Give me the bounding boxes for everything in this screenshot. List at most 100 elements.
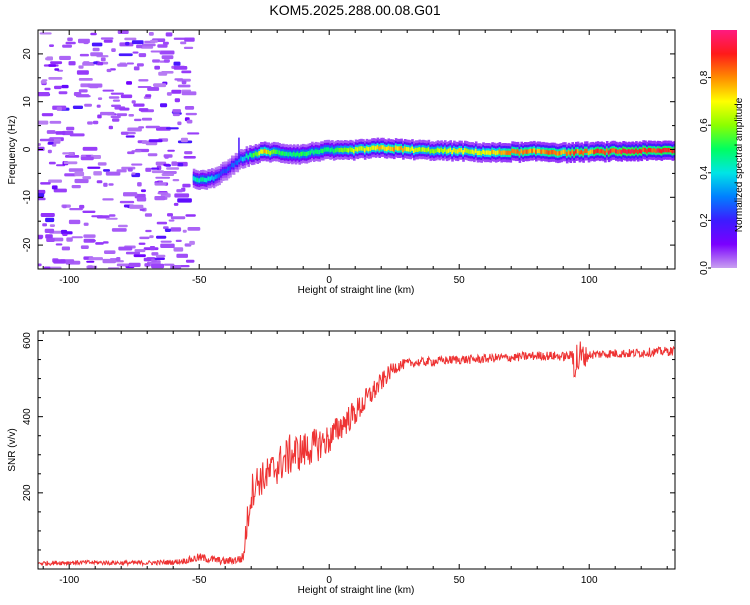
spectrogram-ridge-cell bbox=[254, 151, 258, 156]
spectrogram-ridge-cell bbox=[378, 146, 381, 151]
spectrogram-ridge-cell bbox=[598, 149, 602, 154]
spectrogram-noise-cell bbox=[47, 266, 62, 269]
spectrogram-ridge-cell bbox=[444, 147, 447, 152]
spectrogram-noise-cell bbox=[134, 118, 142, 122]
spectrogram-ridge-cell bbox=[456, 149, 460, 154]
spectrogram-x-tick-label: 50 bbox=[454, 275, 466, 286]
spectrogram-noise-cell bbox=[133, 103, 145, 107]
spectrogram-ridge-cell bbox=[494, 150, 498, 156]
spectrogram-noise-cell bbox=[97, 114, 102, 119]
spectrogram-ridge-cell bbox=[232, 163, 236, 168]
spectrogram-noise-cell bbox=[82, 210, 96, 213]
spectrogram-noise-cell bbox=[118, 224, 128, 228]
spectrogram-noise-cell bbox=[177, 121, 182, 126]
spectrogram-noise-cell bbox=[38, 189, 46, 194]
spectrogram-ridge-cell bbox=[241, 157, 245, 162]
spectrogram-noise-cell bbox=[111, 228, 127, 232]
spectrogram-ridge-cell bbox=[525, 149, 529, 154]
spectrogram-noise-cell bbox=[48, 141, 54, 145]
spectrogram-ridge-cell bbox=[283, 151, 287, 157]
spectrogram-ridge-cell bbox=[243, 156, 247, 161]
spectrogram-ridge-cell bbox=[214, 174, 218, 180]
colorbar: 0.0 0.2 0.4 0.6 0.8 Normalized spectral ampl… bbox=[699, 30, 745, 275]
spectrogram-noise-cell bbox=[100, 57, 106, 62]
spectrogram-noise-cell bbox=[151, 170, 165, 174]
spectrogram-ridge-cell bbox=[587, 150, 591, 156]
spectrogram-ridge-cell bbox=[409, 147, 412, 152]
spectrogram-noise-cell bbox=[78, 65, 84, 69]
snr-y-axis-label: SNR (v/v) bbox=[7, 428, 18, 471]
spectrogram-ridge-cell bbox=[593, 149, 596, 155]
spectrogram-ridge-cell bbox=[287, 152, 290, 157]
spectrogram-noise-cell bbox=[155, 254, 166, 258]
spectrogram-noise-cell bbox=[162, 171, 177, 174]
spectrogram-ridge-cell bbox=[292, 151, 296, 157]
spectrogram-ridge-cell bbox=[589, 149, 593, 154]
spectrogram-ridge-cell bbox=[347, 148, 351, 153]
spectrogram-noise-cell bbox=[186, 119, 193, 124]
spectrogram-noise-cell bbox=[181, 70, 192, 74]
spectrogram-ridge-cell bbox=[624, 148, 627, 154]
spectrogram-noise-cell bbox=[55, 243, 63, 246]
spectrogram-ridge-cell bbox=[604, 150, 607, 156]
spectrogram-ridge-cell bbox=[373, 145, 376, 150]
spectrogram-noise-cell bbox=[160, 243, 175, 248]
spectrogram-noise-cell bbox=[187, 227, 201, 231]
snr-x-tick-label: -50 bbox=[192, 575, 207, 586]
spectrogram-noise-cell bbox=[140, 45, 154, 49]
spectrogram-ridge-cell bbox=[618, 149, 622, 154]
spectrogram-ridge-cell bbox=[192, 176, 196, 181]
spectrogram-noise-cell bbox=[102, 198, 114, 201]
spectrogram-noise-cell bbox=[62, 44, 72, 48]
spectrogram-ridge-cell bbox=[289, 151, 292, 156]
spectrogram-ridge-cell bbox=[527, 149, 531, 154]
spectrogram-ridge-cell bbox=[240, 156, 243, 161]
spectrogram-ridge-cell bbox=[551, 150, 554, 155]
spectrogram-noise-cell bbox=[86, 260, 95, 263]
spectrogram-ridge-cell bbox=[211, 175, 214, 180]
spectrogram-noise-cell bbox=[159, 50, 175, 55]
spectrogram-ridge-cell bbox=[405, 147, 409, 152]
spectrogram-noise-cell bbox=[171, 89, 182, 94]
spectrogram-ridge-cell bbox=[666, 148, 669, 153]
spectrogram-noise-cell bbox=[112, 99, 120, 102]
spectrogram-ridge-cell bbox=[389, 146, 392, 151]
spectrogram-noise-cell bbox=[67, 37, 73, 42]
spectrogram-ridge-cell bbox=[562, 149, 565, 154]
spectrogram-x-ticks: -100 -50 0 50 100 bbox=[42, 30, 668, 286]
spectrogram-ridge-cell bbox=[615, 149, 618, 154]
spectrogram-noise-cell bbox=[166, 127, 179, 130]
spectrogram-y-tick-label: -10 bbox=[22, 190, 33, 205]
spectrogram-ridge-cell bbox=[480, 151, 483, 156]
spectrogram-ridge-cell bbox=[291, 152, 294, 157]
snr-y-ticks: 200 400 600 bbox=[22, 332, 675, 551]
spectrogram-noise-cell bbox=[78, 89, 88, 93]
spectrogram-ridge-cell bbox=[369, 146, 372, 152]
spectrogram-ridge-cell bbox=[351, 147, 354, 153]
spectrogram-ridge-cell bbox=[218, 173, 221, 178]
spectrogram-ridge-cell bbox=[607, 150, 611, 155]
spectrogram-y-axis-label: Frequency (Hz) bbox=[7, 116, 18, 185]
spectrogram-ridge-cell bbox=[433, 149, 436, 154]
spectrogram-ridge-cell bbox=[547, 150, 551, 155]
spectrogram-noise-cell bbox=[167, 149, 175, 152]
spectrogram-noise-cell bbox=[72, 105, 83, 109]
spectrogram-noise-cell bbox=[38, 263, 42, 267]
spectrogram-ridge-cell bbox=[272, 149, 276, 154]
spectrogram-noise-cell bbox=[51, 185, 58, 190]
spectrogram-cells bbox=[38, 30, 675, 269]
spectrogram-ridge-cell bbox=[349, 147, 352, 152]
spectrogram-noise-cell bbox=[164, 228, 171, 232]
spectrogram-ridge-cell bbox=[476, 150, 480, 156]
spectrogram-ridge-cell bbox=[402, 148, 405, 153]
spectrogram-ridge-cell bbox=[478, 150, 482, 155]
spectrogram-ridge-cell bbox=[482, 149, 485, 154]
spectrogram-ridge-cell bbox=[325, 147, 329, 152]
spectrogram-noise-cell bbox=[166, 92, 172, 96]
spectrogram-ridge-cell bbox=[309, 150, 312, 155]
spectrogram-noise-cell bbox=[138, 242, 146, 245]
spectrogram-ridge-cell bbox=[511, 148, 514, 153]
spectrogram-y-tick-label: 10 bbox=[22, 96, 33, 108]
spectrogram-noise-cell bbox=[153, 83, 167, 88]
